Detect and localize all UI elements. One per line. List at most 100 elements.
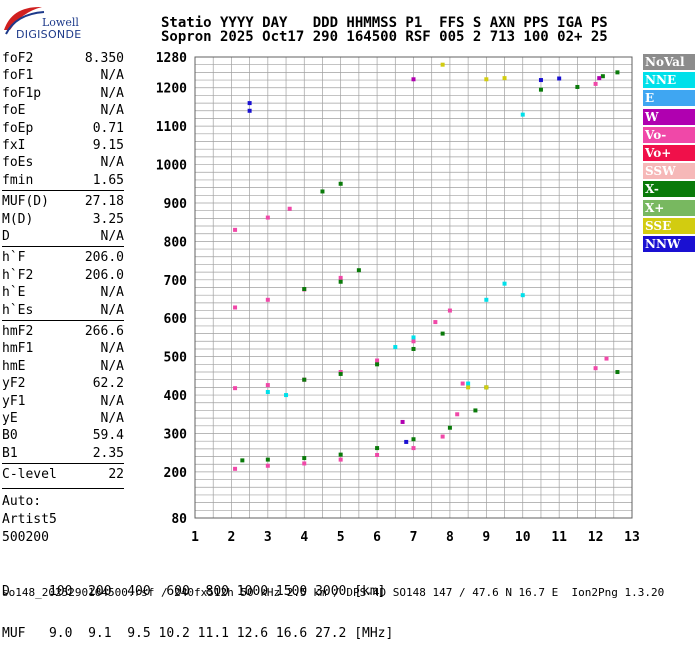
param-name: foEp <box>2 120 34 136</box>
param-row: M(D) 3.25 <box>2 211 124 228</box>
data-point <box>375 362 380 367</box>
x-tick-label: 10 <box>515 530 531 545</box>
data-point <box>338 371 343 376</box>
param-row: h`Es N/A <box>2 302 124 319</box>
data-point <box>375 358 380 363</box>
param-name: MUF(D) <box>2 194 49 210</box>
y-tick-label: 80 <box>171 512 187 527</box>
param-name: h`E <box>2 285 26 301</box>
data-point <box>400 419 405 424</box>
param-value: 3.25 <box>92 211 124 227</box>
param-separator <box>2 463 124 465</box>
param-row: h`F2 206.0 <box>2 267 124 284</box>
y-tick-label: 900 <box>164 197 188 212</box>
data-point <box>411 346 416 351</box>
y-tick-label: 1200 <box>156 82 187 97</box>
param-value: 22 <box>108 467 124 483</box>
param-name: foF2 <box>2 51 34 66</box>
param-row: yE N/A <box>2 410 124 427</box>
plot-frame <box>194 56 633 519</box>
legend-item: Vo+ <box>643 144 695 161</box>
data-point <box>338 279 343 284</box>
y-tick-label: 1000 <box>156 159 187 174</box>
data-point <box>338 452 343 457</box>
param-name: yF1 <box>2 393 26 409</box>
param-separator <box>2 320 124 321</box>
data-point <box>265 297 270 302</box>
data-point <box>411 339 416 344</box>
data-point <box>302 456 307 461</box>
data-point <box>604 356 609 361</box>
digisonde-logo: Lowell DIGISONDE <box>2 4 81 44</box>
x-tick-label: 6 <box>373 530 381 545</box>
data-point <box>466 381 471 386</box>
param-row: hmF2 266.6 <box>2 323 124 340</box>
param-name: D <box>2 229 10 244</box>
data-point <box>265 389 270 394</box>
param-name: hmF1 <box>2 341 34 357</box>
param-value: 206.0 <box>84 250 124 266</box>
param-name: B1 <box>2 445 18 461</box>
data-point <box>440 434 445 439</box>
y-tick-label: 600 <box>164 312 188 327</box>
logo-digisonde-text: DIGISONDE <box>16 28 82 41</box>
param-row: fmin 1.65 <box>2 172 124 189</box>
data-point <box>575 84 580 89</box>
x-tick-label: 5 <box>337 530 345 545</box>
x-tick-label: 9 <box>482 530 490 545</box>
y-tick-label: 400 <box>164 389 188 404</box>
data-point <box>404 439 409 444</box>
param-value: 8.350 <box>84 51 124 66</box>
data-point <box>302 461 307 466</box>
param-separator <box>2 246 124 248</box>
auto-scaling-text: Artist5 <box>2 511 57 527</box>
data-point <box>520 293 525 298</box>
param-value: N/A <box>100 68 124 84</box>
param-name: foF1 <box>2 68 34 84</box>
param-value: N/A <box>100 341 124 357</box>
param-row: foF2 8.350 <box>2 50 124 67</box>
data-point <box>338 275 343 280</box>
param-value: 266.6 <box>84 324 124 339</box>
data-point <box>597 76 602 81</box>
data-point <box>447 308 452 313</box>
legend-item: Vo- <box>643 126 695 143</box>
param-name: C-level <box>2 467 57 483</box>
data-point <box>440 62 445 67</box>
y-tick-label: 300 <box>164 427 188 442</box>
ionogram-chart: 1 2 3 4 5 6 7 8 9 10 11 12 1380200300400500600700800… <box>156 51 640 545</box>
param-value: N/A <box>100 393 124 409</box>
data-point <box>284 393 289 398</box>
data-point <box>375 452 380 457</box>
param-value: N/A <box>100 229 124 244</box>
x-tick-label: 3 <box>264 530 272 545</box>
legend-item: W <box>643 108 695 125</box>
data-point <box>265 383 270 388</box>
data-point <box>247 108 252 113</box>
x-tick-label: 8 <box>446 530 454 545</box>
data-point <box>233 386 238 391</box>
data-point <box>473 408 478 413</box>
y-tick-label: 500 <box>164 351 188 366</box>
param-name: foEs <box>2 155 34 171</box>
param-row: B0 59.4 <box>2 427 124 444</box>
data-point <box>338 457 343 462</box>
data-point <box>615 370 620 375</box>
param-row: yF2 62.2 <box>2 375 124 392</box>
param-name: h`Es <box>2 302 34 318</box>
param-value: N/A <box>100 411 124 426</box>
param-row: foEp 0.71 <box>2 120 124 137</box>
param-row: D N/A <box>2 228 124 245</box>
logo-lowell-text: Lowell <box>42 16 79 29</box>
legend-item: X- <box>643 181 695 198</box>
data-point <box>502 281 507 286</box>
x-tick-label: 1 <box>191 530 199 545</box>
data-point <box>338 181 343 186</box>
param-value: N/A <box>100 155 124 171</box>
data-point <box>440 331 445 336</box>
param-name: foF1p <box>2 85 42 101</box>
data-point <box>411 446 416 451</box>
data-point <box>484 297 489 302</box>
legend-item: NoVal <box>643 54 695 70</box>
param-name: yF2 <box>2 376 26 392</box>
